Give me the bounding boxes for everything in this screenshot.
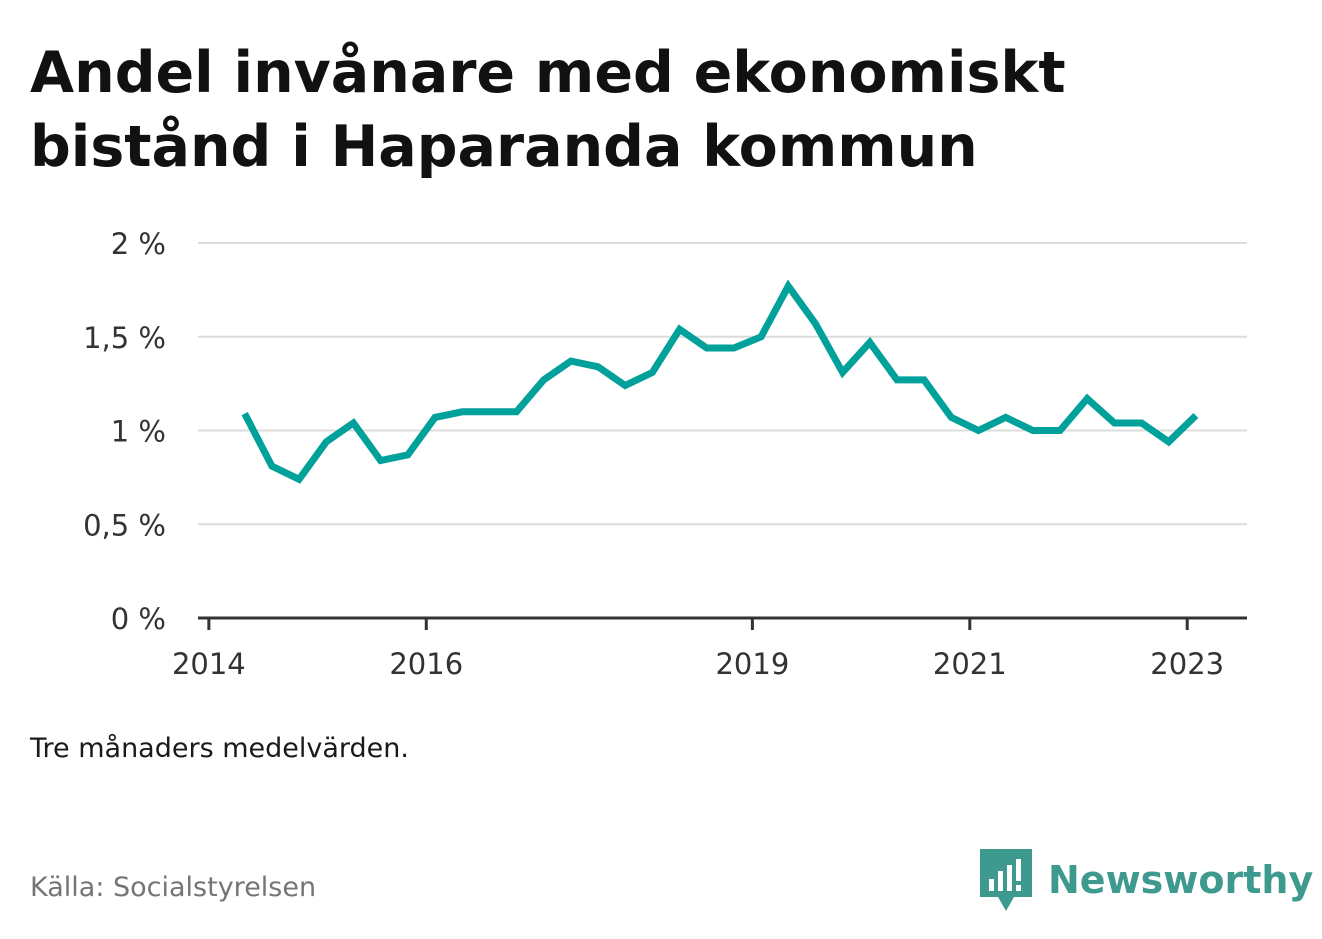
x-axis: 2014 2016 2019 2021 2023: [172, 616, 1247, 681]
y-tick-label: 1,5 %: [83, 321, 166, 355]
gridlines: 0 % 0,5 % 1 % 1,5 % 2 %: [83, 227, 1247, 636]
chart-note: Tre månaders medelvärden.: [30, 733, 409, 764]
y-tick-label: 1 %: [111, 415, 166, 449]
x-tick-label: 2023: [1150, 647, 1224, 681]
brand-name: Newsworthy: [1048, 858, 1314, 902]
brand-logo: Newsworthy: [980, 848, 1313, 912]
x-tick-label: 2021: [933, 647, 1007, 681]
x-tick-label: 2016: [389, 647, 463, 681]
x-tick-label: 2019: [715, 647, 789, 681]
data-series: [241, 279, 1199, 484]
y-tick-label: 2 %: [111, 227, 166, 261]
y-tick-label: 0,5 %: [83, 508, 166, 542]
y-tick-label: 0 %: [111, 602, 166, 636]
x-tick-label: 2014: [172, 647, 246, 681]
chart-title: Andel invånare med ekonomiskt bistånd i …: [30, 40, 1066, 180]
series-line: [241, 279, 1199, 484]
bar-chart-speech-bubble-icon: [980, 849, 1032, 911]
source-credit: Källa: Socialstyrelsen: [30, 872, 317, 903]
